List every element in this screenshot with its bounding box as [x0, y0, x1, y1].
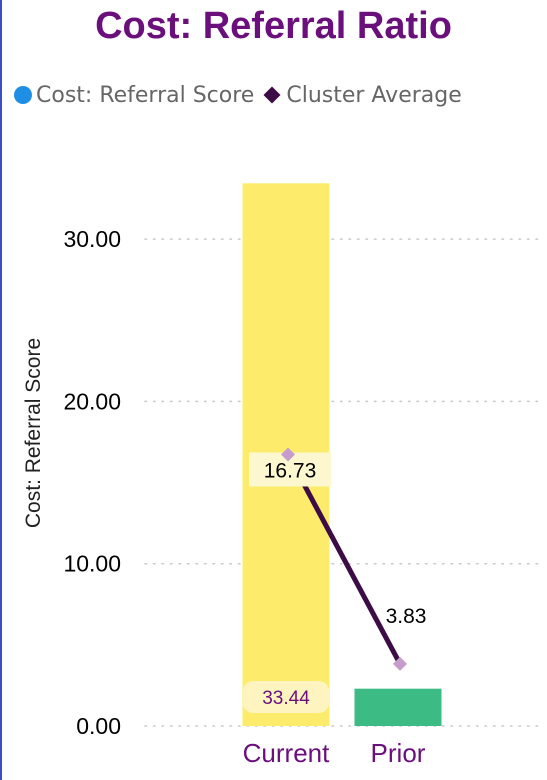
chart-title: Cost: Referral Ratio: [95, 5, 452, 47]
legend-label-line-series: Cluster Average: [286, 82, 462, 108]
bar-prior: [354, 688, 442, 726]
y-tick-label: 10.00: [63, 551, 121, 577]
legend-label-bar-series: Cost: Referral Score: [36, 82, 255, 108]
line-point-marker: [393, 656, 407, 671]
line-data-label: 3.83: [386, 605, 427, 628]
x-tick-label: Current: [243, 738, 330, 768]
x-tick-label: Prior: [371, 738, 426, 768]
line-data-label: 16.73: [264, 459, 317, 482]
bar-data-label: 33.44: [262, 688, 310, 709]
line-point-marker: [281, 447, 295, 462]
line-cluster-average: [285, 453, 403, 666]
y-tick-label: 0.00: [76, 713, 121, 739]
y-axis-title: Cost: Referral Score: [22, 338, 45, 528]
legend-item-line-series[interactable]: Cluster Average: [260, 82, 462, 108]
legend-item-bar-series[interactable]: Cost: Referral Score: [14, 83, 254, 108]
legend: Cost: Referral Score Cluster Average: [14, 80, 468, 110]
y-tick-label: 20.00: [63, 388, 121, 414]
y-tick-label: 30.00: [63, 226, 121, 252]
data-label-bg: [243, 681, 329, 713]
legend-circle-icon: [14, 86, 32, 104]
